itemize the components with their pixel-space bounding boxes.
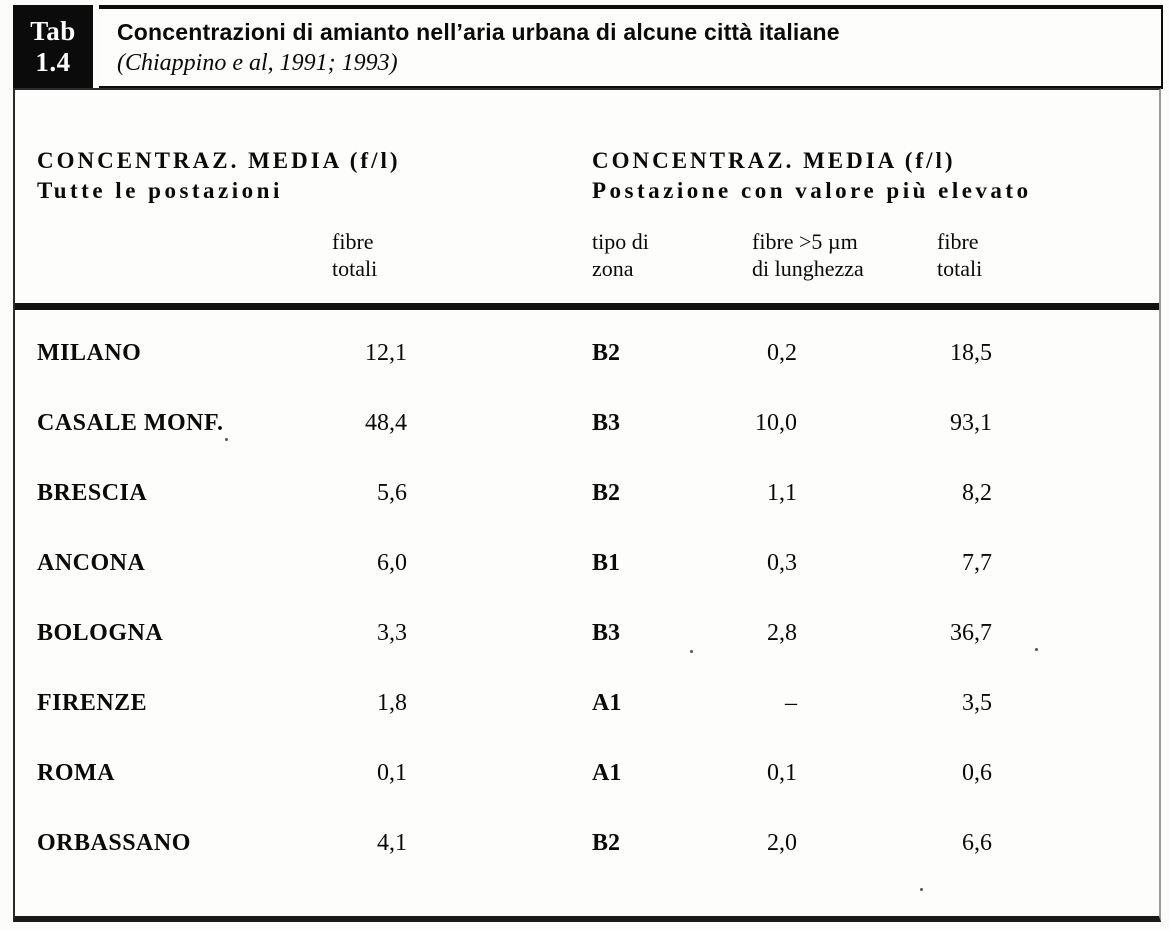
table-title: Concentrazioni di amianto nell’aria urba… <box>117 19 840 45</box>
cell-fibre-totali-tutte: 6,0 <box>377 550 407 576</box>
column-group-titles: CONCENTRAZ. MEDIA (f/l) Tutte le postazi… <box>15 146 1159 206</box>
column-subheaders: fibre totali tipo di zona fibre >5 µm di… <box>15 228 1159 283</box>
cell-fibre-totali-max: 18,5 <box>950 340 992 366</box>
table-caption-band: Tab 1.4 Concentrazioni di amianto nell’a… <box>13 5 1163 89</box>
group-left-subtitle: Tutte le postazioni <box>37 177 283 203</box>
cell-fibre-totali-tutte: 1,8 <box>377 690 407 716</box>
group-right-title: CONCENTRAZ. MEDIA (f/l) <box>592 148 956 173</box>
scan-noise-speck <box>920 888 923 891</box>
table-row: BRESCIA 5,6 B2 1,1 8,2 <box>15 480 1159 550</box>
cell-fibre-totali-tutte: 4,1 <box>377 830 407 856</box>
cell-tipo-zona: B2 <box>592 480 621 506</box>
cell-fibre-totali-tutte: 5,6 <box>377 480 407 506</box>
column-header-zone: CONCENTRAZ. MEDIA (f/l) Tutte le postazi… <box>15 90 1159 303</box>
cell-tipo-zona: B1 <box>592 550 621 576</box>
cell-fibre-totali-max: 0,6 <box>962 760 992 786</box>
cell-fibre-5um: 2,0 <box>767 830 797 856</box>
cell-fibre-totali-max: 3,5 <box>962 690 992 716</box>
cell-fibre-5um: 1,1 <box>767 480 797 506</box>
group-right-title-block: CONCENTRAZ. MEDIA (f/l) Postazione con v… <box>592 146 1159 206</box>
table-frame: CONCENTRAZ. MEDIA (f/l) Tutte le postazi… <box>13 88 1161 922</box>
cell-fibre-5um: 0,2 <box>767 340 797 366</box>
cell-city: BRESCIA <box>37 480 148 506</box>
scan-noise-speck <box>690 650 693 653</box>
scan-noise-speck <box>1035 648 1038 651</box>
scan-noise-speck <box>225 438 228 441</box>
col-header-tipo-zona: tipo di zona <box>592 228 649 282</box>
caption-title-box: Concentrazioni di amianto nell’aria urba… <box>99 5 1163 89</box>
col-header-fibre-totali-left: fibre totali <box>332 228 378 282</box>
table-row: ANCONA 6,0 B1 0,3 7,7 <box>15 550 1159 620</box>
table-row: ROMA 0,1 A1 0,1 0,6 <box>15 760 1159 830</box>
cell-fibre-totali-max: 8,2 <box>962 480 992 506</box>
col-header-fibre-totali-right: fibre totali <box>937 228 983 282</box>
table-row: ORBASSANO 4,1 B2 2,0 6,6 <box>15 830 1159 900</box>
cell-city: ANCONA <box>37 550 146 576</box>
table-row: CASALE MONF. 48,4 B3 10,0 93,1 <box>15 410 1159 480</box>
cell-fibre-totali-tutte: 3,3 <box>377 620 407 646</box>
cell-tipo-zona: A1 <box>592 690 622 716</box>
cell-fibre-totali-tutte: 12,1 <box>365 340 407 366</box>
cell-tipo-zona: B3 <box>592 410 621 436</box>
cell-fibre-5um: – <box>785 690 797 716</box>
cell-tipo-zona: B2 <box>592 340 621 366</box>
cell-fibre-totali-tutte: 48,4 <box>365 410 407 436</box>
table-body: MILANO 12,1 B2 0,2 18,5 CASALE MONF. 48,… <box>15 310 1159 900</box>
cell-tipo-zona: B2 <box>592 830 621 856</box>
group-left-title-block: CONCENTRAZ. MEDIA (f/l) Tutte le postazi… <box>37 146 592 206</box>
cell-city: FIRENZE <box>37 690 148 716</box>
cell-city: BOLOGNA <box>37 620 164 646</box>
cell-fibre-totali-max: 7,7 <box>962 550 992 576</box>
cell-tipo-zona: A1 <box>592 760 622 786</box>
cell-city: CASALE MONF. <box>37 410 224 436</box>
cell-fibre-5um: 0,1 <box>767 760 797 786</box>
cell-tipo-zona: B3 <box>592 620 621 646</box>
tab-badge-number: 1.4 <box>35 46 71 77</box>
cell-fibre-5um: 0,3 <box>767 550 797 576</box>
table-row: MILANO 12,1 B2 0,2 18,5 <box>15 340 1159 410</box>
cell-fibre-5um: 10,0 <box>755 410 797 436</box>
cell-city: ROMA <box>37 760 115 786</box>
cell-city: MILANO <box>37 340 142 366</box>
group-left-title: CONCENTRAZ. MEDIA (f/l) <box>37 148 401 173</box>
col-header-fibre-5um: fibre >5 µm di lunghezza <box>752 228 864 282</box>
cell-fibre-totali-max: 36,7 <box>950 620 992 646</box>
cell-fibre-totali-max: 6,6 <box>962 830 992 856</box>
header-body-divider <box>15 303 1159 310</box>
tab-badge-word: Tab <box>30 15 76 46</box>
table-row: BOLOGNA 3,3 B3 2,8 36,7 <box>15 620 1159 690</box>
cell-fibre-totali-tutte: 0,1 <box>377 760 407 786</box>
table-citation: (Chiappino e al, 1991; 1993) <box>117 49 398 76</box>
subheader-spacer <box>37 228 332 283</box>
cell-fibre-5um: 2,8 <box>767 620 797 646</box>
group-right-subtitle: Postazione con valore più elevato <box>592 177 1032 203</box>
cell-fibre-totali-max: 93,1 <box>950 410 992 436</box>
cell-city: ORBASSANO <box>37 830 191 856</box>
tab-number-badge: Tab 1.4 <box>13 5 93 89</box>
table-row: FIRENZE 1,8 A1 – 3,5 <box>15 690 1159 760</box>
